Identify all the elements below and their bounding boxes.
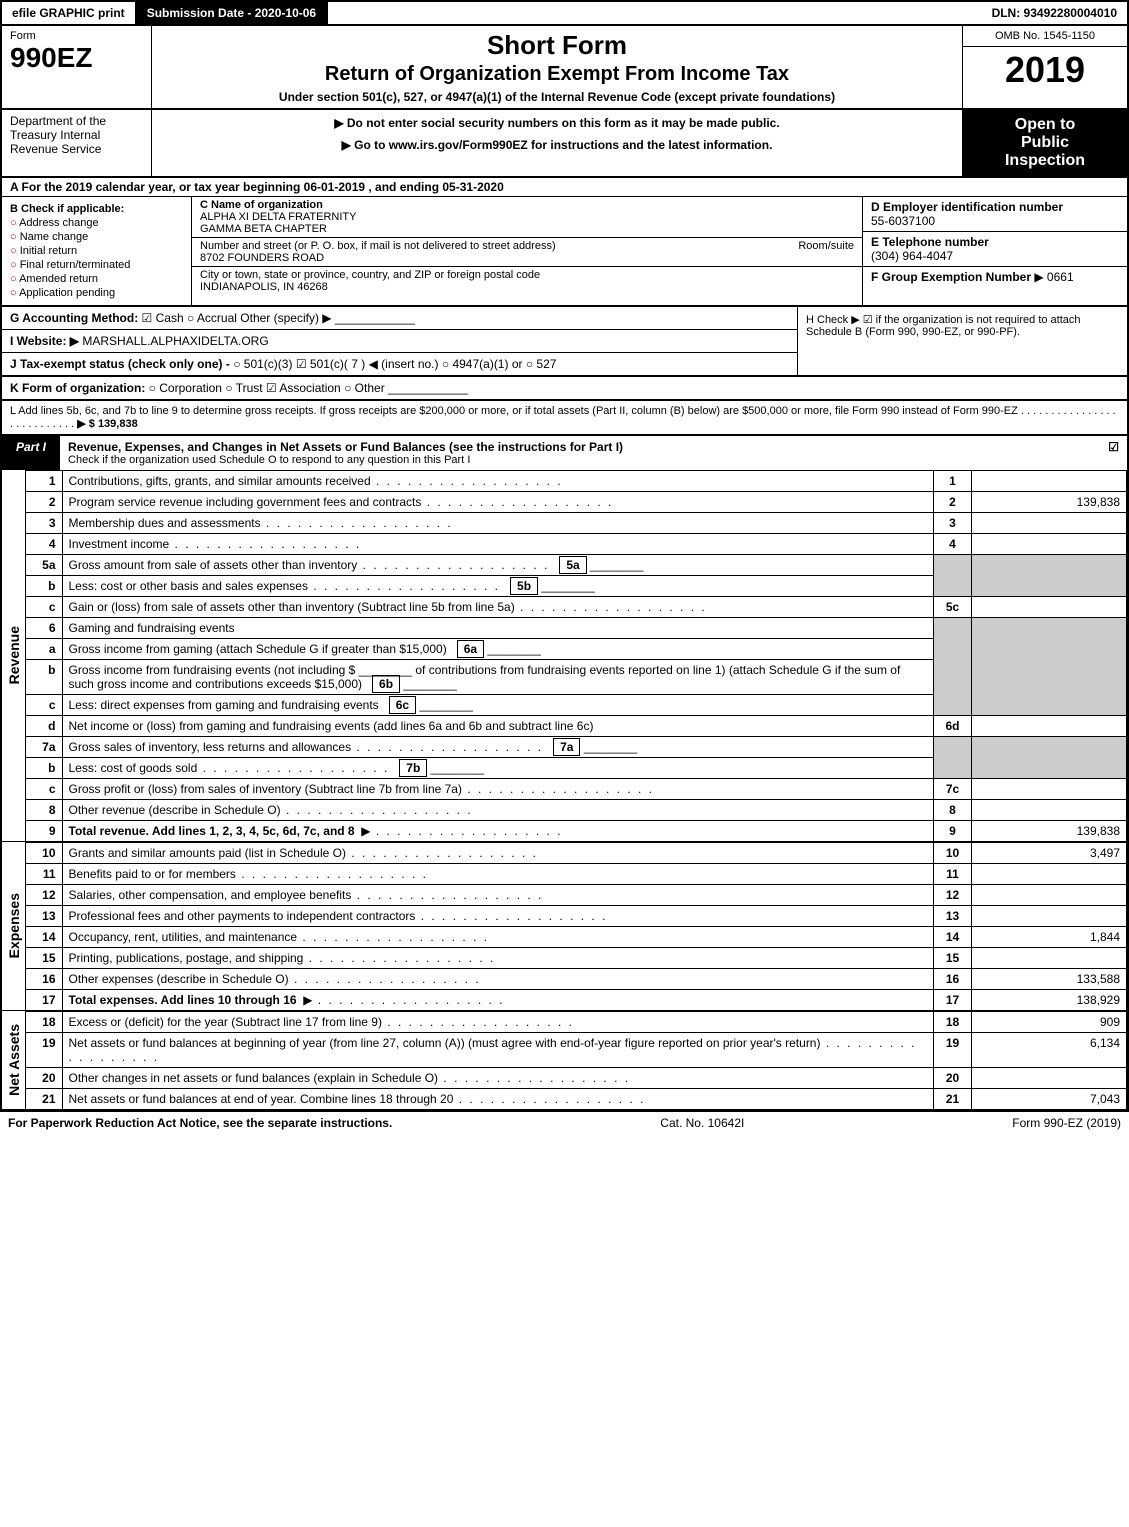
line-2-value: 139,838	[972, 492, 1127, 513]
line-5a: Gross amount from sale of assets other t…	[69, 558, 550, 572]
omb-number: OMB No. 1545-1150	[963, 26, 1127, 47]
page-footer: For Paperwork Reduction Act Notice, see …	[0, 1112, 1129, 1134]
line-4: Investment income	[62, 534, 934, 555]
section-l: L Add lines 5b, 6c, and 7b to line 9 to …	[2, 401, 1127, 436]
dept-row: Department of the Treasury Internal Reve…	[2, 110, 1127, 178]
org-name-1: ALPHA XI DELTA FRATERNITY	[200, 211, 356, 223]
org-trust[interactable]: Trust	[225, 381, 262, 395]
section-c: C Name of organization ALPHA XI DELTA FR…	[192, 197, 862, 305]
goto-link[interactable]: ▶ Go to www.irs.gov/Form990EZ for instru…	[342, 138, 773, 152]
net-assets-section: Net Assets 18Excess or (deficit) for the…	[2, 1011, 1127, 1110]
form-page: efile GRAPHIC print Submission Date - 20…	[0, 0, 1129, 1112]
line-3: Membership dues and assessments	[62, 513, 934, 534]
part-1-header: Part I Revenue, Expenses, and Changes in…	[2, 436, 1127, 470]
form-label: Form	[10, 30, 143, 42]
status-501c3[interactable]: 501(c)(3)	[233, 357, 292, 371]
line-7c: Gross profit or (loss) from sales of inv…	[62, 779, 934, 800]
line-10: Grants and similar amounts paid (list in…	[62, 843, 934, 864]
line-6: Gaming and fundraising events	[62, 618, 934, 639]
line-6c: Less: direct expenses from gaming and fu…	[69, 698, 379, 712]
line-16-value: 133,588	[972, 969, 1127, 990]
line-18: Excess or (deficit) for the year (Subtra…	[62, 1012, 934, 1033]
line-8: Other revenue (describe in Schedule O)	[62, 800, 934, 821]
org-corporation[interactable]: Corporation	[149, 381, 222, 395]
org-association[interactable]: Association	[266, 381, 341, 395]
line-5b: Less: cost or other basis and sales expe…	[69, 579, 501, 593]
form-number: 990EZ	[10, 42, 143, 74]
line-10-value: 3,497	[972, 843, 1127, 864]
line-17-value: 138,929	[972, 990, 1127, 1011]
department: Department of the Treasury Internal Reve…	[2, 110, 152, 176]
line-21-value: 7,043	[972, 1089, 1127, 1110]
section-h: H Check ▶ ☑ if the organization is not r…	[797, 307, 1127, 375]
line-13: Professional fees and other payments to …	[62, 906, 934, 927]
line-7a: Gross sales of inventory, less returns a…	[69, 740, 544, 754]
accounting-accrual[interactable]: Accrual	[187, 311, 237, 325]
line-21: Net assets or fund balances at end of ye…	[62, 1089, 934, 1110]
street-address: 8702 FOUNDERS ROAD	[200, 252, 324, 264]
gross-receipts: ▶ $ 139,838	[77, 418, 137, 430]
line-14: Occupancy, rent, utilities, and maintena…	[62, 927, 934, 948]
info-block: B Check if applicable: Address change Na…	[2, 197, 1127, 307]
line-6d: Net income or (loss) from gaming and fun…	[62, 716, 934, 737]
line-5c: Gain or (loss) from sale of assets other…	[62, 597, 934, 618]
section-b: B Check if applicable: Address change Na…	[2, 197, 192, 305]
tax-period: A For the 2019 calendar year, or tax yea…	[2, 178, 1127, 197]
line-20: Other changes in net assets or fund bala…	[62, 1068, 934, 1089]
line-11: Benefits paid to or for members	[62, 864, 934, 885]
section-k: K Form of organization: Corporation Trus…	[2, 377, 1127, 401]
line-16: Other expenses (describe in Schedule O)	[62, 969, 934, 990]
line-14-value: 1,844	[972, 927, 1127, 948]
line-2: Program service revenue including govern…	[62, 492, 934, 513]
telephone: (304) 964-4047	[871, 249, 953, 263]
accounting-cash[interactable]: Cash	[142, 311, 184, 325]
ssn-warning: ▶ Do not enter social security numbers o…	[160, 116, 954, 130]
line-19-value: 6,134	[972, 1033, 1127, 1068]
line-15: Printing, publications, postage, and shi…	[62, 948, 934, 969]
expenses-section: Expenses 10Grants and similar amounts pa…	[2, 842, 1127, 1011]
check-final-return[interactable]: Final return/terminated	[10, 259, 183, 271]
group-exemption: ▶ 0661	[1034, 270, 1073, 284]
website[interactable]: MARSHALL.ALPHAXIDELTA.ORG	[82, 334, 268, 348]
tax-year: 2019	[963, 47, 1127, 93]
accounting-other[interactable]: Other (specify) ▶	[240, 311, 331, 325]
inspection-badge: Open to Public Inspection	[962, 110, 1127, 176]
org-name-2: GAMMA BETA CHAPTER	[200, 223, 327, 235]
topbar: efile GRAPHIC print Submission Date - 20…	[2, 2, 1127, 26]
submission-date: Submission Date - 2020-10-06	[137, 2, 328, 24]
revenue-section: Revenue 1Contributions, gifts, grants, a…	[2, 470, 1127, 842]
status-4947[interactable]: 4947(a)(1) or	[442, 357, 523, 371]
line-19: Net assets or fund balances at beginning…	[62, 1033, 934, 1068]
footer-cat: Cat. No. 10642I	[660, 1116, 744, 1130]
section-d-e-f: D Employer identification number55-60371…	[862, 197, 1127, 305]
check-initial-return[interactable]: Initial return	[10, 245, 183, 257]
efile-button[interactable]: efile GRAPHIC print	[2, 2, 137, 24]
gh-block: G Accounting Method: Cash Accrual Other …	[2, 307, 1127, 377]
footer-form: Form 990-EZ (2019)	[1012, 1116, 1121, 1130]
dln: DLN: 93492280004010	[982, 2, 1127, 24]
line-6a: Gross income from gaming (attach Schedul…	[69, 642, 447, 656]
line-12: Salaries, other compensation, and employ…	[62, 885, 934, 906]
section-text: Under section 501(c), 527, or 4947(a)(1)…	[160, 90, 954, 104]
ein: 55-6037100	[871, 214, 935, 228]
check-amended-return[interactable]: Amended return	[10, 273, 183, 285]
form-title: Short Form	[160, 30, 954, 61]
check-application-pending[interactable]: Application pending	[10, 287, 183, 299]
status-501c[interactable]: 501(c)( 7 ) ◀ (insert no.)	[296, 357, 439, 371]
line-9: Total revenue. Add lines 1, 2, 3, 4, 5c,…	[69, 824, 355, 838]
line-7b: Less: cost of goods sold	[69, 761, 390, 775]
footer-left: For Paperwork Reduction Act Notice, see …	[8, 1116, 392, 1130]
line-9-value: 139,838	[972, 821, 1127, 842]
line-18-value: 909	[972, 1012, 1127, 1033]
check-name-change[interactable]: Name change	[10, 231, 183, 243]
line-1: Contributions, gifts, grants, and simila…	[62, 471, 934, 492]
form-subtitle: Return of Organization Exempt From Incom…	[160, 63, 954, 86]
form-header: Form 990EZ Short Form Return of Organiza…	[2, 26, 1127, 110]
city-state-zip: INDIANAPOLIS, IN 46268	[200, 281, 328, 293]
check-address-change[interactable]: Address change	[10, 217, 183, 229]
org-other[interactable]: Other	[344, 381, 385, 395]
line-17: Total expenses. Add lines 10 through 16	[69, 993, 297, 1007]
line-6b: Gross income from fundraising events (no…	[69, 663, 901, 691]
status-527[interactable]: 527	[526, 357, 557, 371]
